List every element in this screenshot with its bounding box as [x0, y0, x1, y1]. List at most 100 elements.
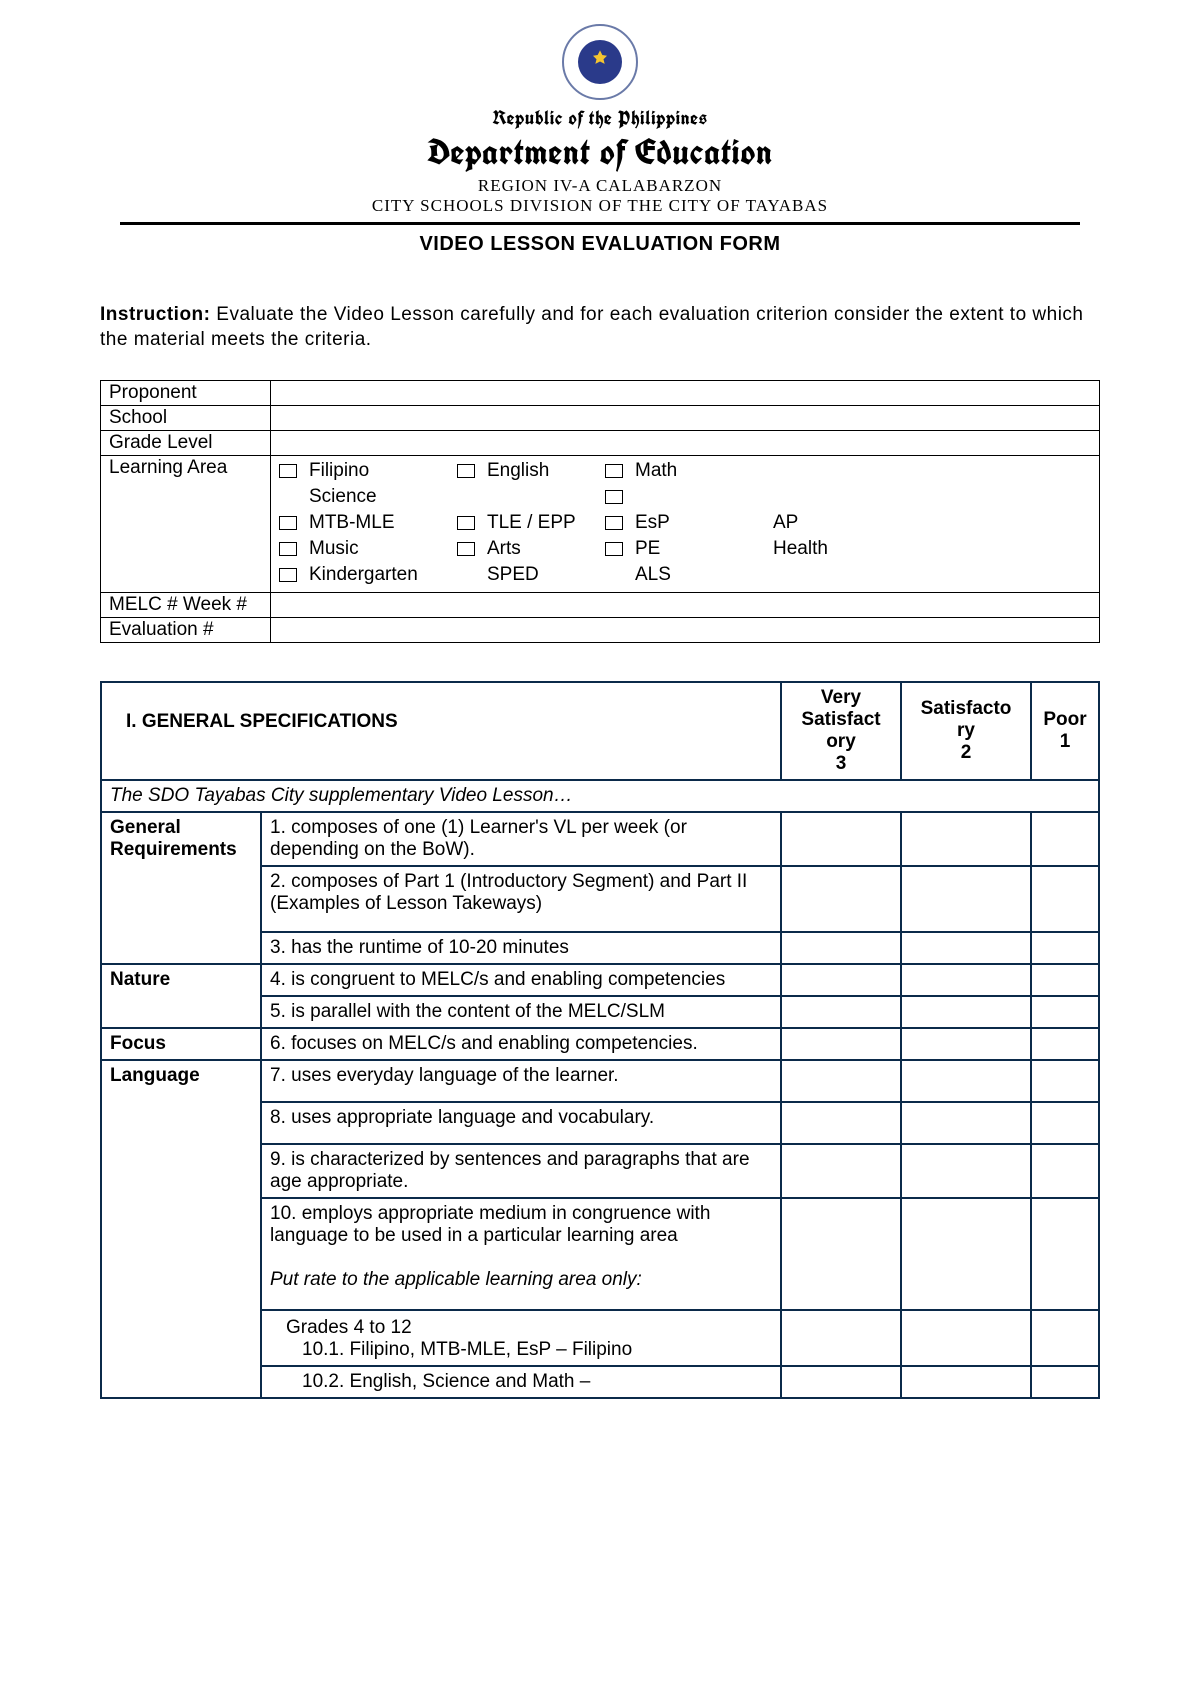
la-science: Science	[307, 486, 457, 508]
division-text: CITY SCHOOLS DIVISION OF THE CITY OF TAY…	[100, 196, 1100, 216]
rating-cell[interactable]	[901, 1144, 1031, 1198]
instruction-label: Instruction:	[100, 304, 211, 325]
school-label: School	[101, 406, 271, 431]
rating-cell[interactable]	[781, 1310, 901, 1366]
la-filipino: Filipino	[307, 460, 457, 482]
rating-cell[interactable]	[1031, 1144, 1099, 1198]
table-row: Proponent	[101, 381, 1100, 406]
rating-cell[interactable]	[901, 1102, 1031, 1144]
table-row: School	[101, 406, 1100, 431]
rating-cell[interactable]	[781, 1028, 901, 1060]
rating-cell[interactable]	[781, 812, 901, 866]
checkbox-arts[interactable]	[457, 542, 475, 556]
rating-cell[interactable]	[781, 932, 901, 964]
rating-cell[interactable]	[781, 1144, 901, 1198]
rating-cell[interactable]	[1031, 1102, 1099, 1144]
criterion-7: 7. uses everyday language of the learner…	[261, 1060, 781, 1102]
department-text: Department of Education	[100, 129, 1100, 176]
checkbox-music[interactable]	[279, 542, 297, 556]
rating-cell[interactable]	[781, 1198, 901, 1310]
rating-cell[interactable]	[1031, 1028, 1099, 1060]
table-row: Focus 6. focuses on MELC/s and enabling …	[101, 1028, 1099, 1060]
evaluation-table: I. GENERAL SPECIFICATIONS Very Satisfact…	[100, 681, 1100, 1398]
table-row: I. GENERAL SPECIFICATIONS Very Satisfact…	[101, 682, 1099, 779]
rating-cell[interactable]	[1031, 812, 1099, 866]
category-language: Language	[101, 1060, 261, 1398]
rating-cell[interactable]	[1031, 964, 1099, 996]
evaluation-num-field[interactable]	[271, 618, 1100, 643]
rating-s: Satisfacto ry 2	[901, 682, 1031, 779]
proponent-label: Proponent	[101, 381, 271, 406]
rating-cell[interactable]	[1031, 932, 1099, 964]
rating-cell[interactable]	[901, 964, 1031, 996]
category-general: General Requirements	[101, 812, 261, 964]
rating-cell[interactable]	[901, 932, 1031, 964]
checkbox-tle[interactable]	[457, 516, 475, 530]
melc-field[interactable]	[271, 593, 1100, 618]
form-title: VIDEO LESSON EVALUATION FORM	[100, 233, 1100, 256]
checkbox-kinder[interactable]	[279, 568, 297, 582]
school-field[interactable]	[271, 406, 1100, 431]
checkbox-english[interactable]	[457, 464, 475, 478]
table-row: Evaluation #	[101, 618, 1100, 643]
la-tle: TLE / EPP	[485, 512, 605, 534]
rating-cell[interactable]	[1031, 996, 1099, 1028]
rating-cell[interactable]	[781, 1102, 901, 1144]
learning-area-options: Filipino English Math Science MTB-MLE TL…	[271, 456, 1100, 593]
rating-cell[interactable]	[1031, 1060, 1099, 1102]
criterion-1: 1. composes of one (1) Learner's VL per …	[261, 812, 781, 866]
checkbox-math[interactable]	[605, 464, 623, 478]
table-row: Language 7. uses everyday language of th…	[101, 1060, 1099, 1102]
table-row: The SDO Tayabas City supplementary Video…	[101, 780, 1099, 812]
rating-cell[interactable]	[781, 866, 901, 932]
rating-cell[interactable]	[1031, 1366, 1099, 1398]
rating-cell[interactable]	[901, 1310, 1031, 1366]
section-title: I. GENERAL SPECIFICATIONS	[101, 682, 781, 779]
criterion-6: 6. focuses on MELC/s and enabling compet…	[261, 1028, 781, 1060]
la-pe: PE	[633, 538, 743, 560]
criterion-9: 9. is characterized by sentences and par…	[261, 1144, 781, 1198]
rating-cell[interactable]	[901, 1198, 1031, 1310]
rating-cell[interactable]	[901, 1028, 1031, 1060]
rating-cell[interactable]	[901, 1060, 1031, 1102]
criterion-3: 3. has the runtime of 10-20 minutes	[261, 932, 781, 964]
checkbox-filipino[interactable]	[279, 464, 297, 478]
category-nature: Nature	[101, 964, 261, 1028]
rating-cell[interactable]	[781, 964, 901, 996]
criterion-8: 8. uses appropriate language and vocabul…	[261, 1102, 781, 1144]
checkbox-pe[interactable]	[605, 542, 623, 556]
rating-cell[interactable]	[1031, 1310, 1099, 1366]
la-sped: SPED	[485, 564, 605, 586]
rating-p: Poor 1	[1031, 682, 1099, 779]
criterion-2: 2. composes of Part 1 (Introductory Segm…	[261, 866, 781, 932]
la-health: Health	[771, 538, 861, 560]
checkbox-mtbmle[interactable]	[279, 516, 297, 530]
rating-cell[interactable]	[1031, 866, 1099, 932]
table-row: Learning Area Filipino English Math Scie…	[101, 456, 1100, 593]
rating-cell[interactable]	[781, 1060, 901, 1102]
criterion-5: 5. is parallel with the content of the M…	[261, 996, 781, 1028]
checkbox-science[interactable]	[605, 490, 623, 504]
rating-cell[interactable]	[901, 996, 1031, 1028]
rating-cell[interactable]	[901, 866, 1031, 932]
criterion-10: 10. employs appropriate medium in congru…	[261, 1198, 781, 1310]
evaluation-num-label: Evaluation #	[101, 618, 271, 643]
la-esp: EsP	[633, 512, 743, 534]
table-row: MELC # Week #	[101, 593, 1100, 618]
la-kinder: Kindergarten	[307, 564, 457, 586]
la-music: Music	[307, 538, 457, 560]
rating-cell[interactable]	[901, 812, 1031, 866]
proponent-field[interactable]	[271, 381, 1100, 406]
la-arts: Arts	[485, 538, 605, 560]
page: Republic of the Philippines Department o…	[0, 0, 1200, 1439]
criterion-10-2: 10.2. English, Science and Math –	[261, 1366, 781, 1398]
republic-text: Republic of the Philippines	[100, 104, 1100, 131]
rating-cell[interactable]	[1031, 1198, 1099, 1310]
rating-cell[interactable]	[781, 1366, 901, 1398]
checkbox-esp[interactable]	[605, 516, 623, 530]
la-ap: AP	[771, 512, 861, 534]
grade-field[interactable]	[271, 431, 1100, 456]
rating-cell[interactable]	[781, 996, 901, 1028]
rating-cell[interactable]	[901, 1366, 1031, 1398]
info-table: Proponent School Grade Level Learning Ar…	[100, 380, 1100, 643]
